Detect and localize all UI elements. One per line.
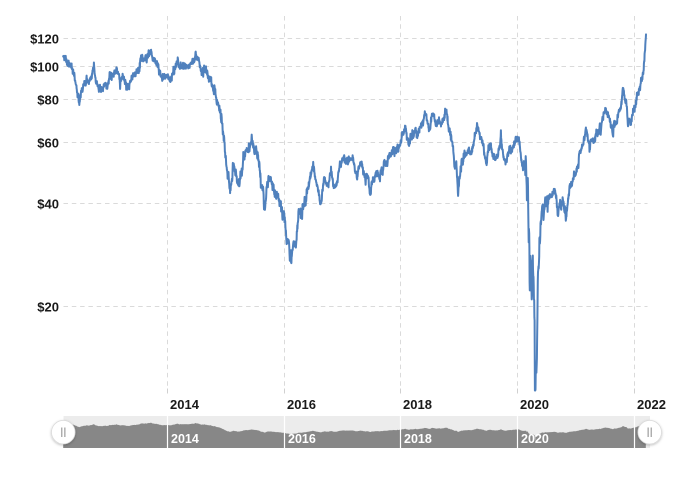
svg-text:$80: $80 [37,92,59,107]
svg-text:$100: $100 [30,59,59,74]
svg-text:$60: $60 [37,135,59,150]
svg-text:2014: 2014 [170,397,200,412]
svg-text:2018: 2018 [404,432,432,446]
svg-text:2018: 2018 [403,397,432,412]
svg-text:$20: $20 [37,299,59,314]
svg-text:2020: 2020 [520,397,549,412]
svg-text:2014: 2014 [171,432,199,446]
svg-text:2022: 2022 [637,397,666,412]
svg-text:$120: $120 [30,31,59,46]
svg-text:$40: $40 [37,196,59,211]
svg-text:2020: 2020 [521,432,549,446]
svg-text:2016: 2016 [287,397,316,412]
svg-text:2016: 2016 [288,432,316,446]
